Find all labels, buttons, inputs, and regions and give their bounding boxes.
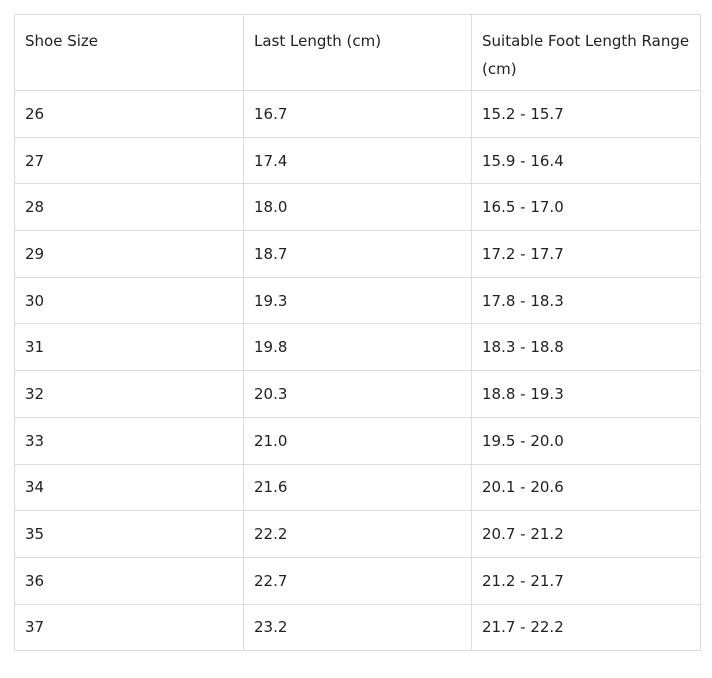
header-foot-length-range: Suitable Foot Length Range (cm): [471, 14, 701, 91]
cell-shoe-size: 28: [14, 183, 244, 232]
table-row: 32 20.3 18.8 - 19.3: [14, 370, 701, 418]
cell-foot-length-range: 17.8 - 18.3: [471, 276, 701, 325]
cell-shoe-size: 30: [14, 276, 244, 325]
cell-foot-length-range: 18.8 - 19.3: [471, 370, 701, 418]
cell-foot-length-range: 20.1 - 20.6: [471, 463, 701, 512]
table-row: 36 22.7 21.2 - 21.7: [14, 556, 701, 605]
table-row: 33 21.0 19.5 - 20.0: [14, 416, 701, 465]
cell-last-length: 22.7: [243, 556, 472, 605]
cell-foot-length-range: 21.2 - 21.7: [471, 556, 701, 605]
cell-last-length: 16.7: [243, 90, 472, 138]
cell-foot-length-range: 20.7 - 21.2: [471, 510, 701, 558]
header-shoe-size: Shoe Size: [14, 14, 244, 91]
table-row: 26 16.7 15.2 - 15.7: [14, 90, 701, 138]
cell-shoe-size: 36: [14, 556, 244, 605]
cell-last-length: 18.0: [243, 183, 472, 232]
shoe-size-table: Shoe Size Last Length (cm) Suitable Foot…: [14, 14, 701, 652]
cell-shoe-size: 31: [14, 323, 244, 372]
cell-shoe-size: 33: [14, 416, 244, 465]
cell-foot-length-range: 18.3 - 18.8: [471, 323, 701, 372]
cell-last-length: 19.3: [243, 276, 472, 325]
cell-foot-length-range: 19.5 - 20.0: [471, 416, 701, 465]
cell-foot-length-range: 16.5 - 17.0: [471, 183, 701, 232]
table-row: 34 21.6 20.1 - 20.6: [14, 463, 701, 512]
cell-last-length: 17.4: [243, 136, 472, 185]
table-row: 28 18.0 16.5 - 17.0: [14, 183, 701, 232]
cell-foot-length-range: 15.2 - 15.7: [471, 90, 701, 138]
cell-last-length: 21.0: [243, 416, 472, 465]
table-row: 30 19.3 17.8 - 18.3: [14, 276, 701, 325]
cell-shoe-size: 34: [14, 463, 244, 512]
table-row: 37 23.2 21.7 - 22.2: [14, 603, 701, 652]
cell-foot-length-range: 17.2 - 17.7: [471, 230, 701, 278]
cell-last-length: 20.3: [243, 370, 472, 418]
cell-shoe-size: 32: [14, 370, 244, 418]
cell-foot-length-range: 15.9 - 16.4: [471, 136, 701, 185]
cell-foot-length-range: 21.7 - 22.2: [471, 603, 701, 652]
cell-shoe-size: 27: [14, 136, 244, 185]
table-row: 27 17.4 15.9 - 16.4: [14, 136, 701, 185]
header-last-length: Last Length (cm): [243, 14, 472, 91]
header-row: Shoe Size Last Length (cm) Suitable Foot…: [14, 14, 701, 91]
cell-last-length: 21.6: [243, 463, 472, 512]
cell-shoe-size: 35: [14, 510, 244, 558]
cell-last-length: 18.7: [243, 230, 472, 278]
cell-shoe-size: 37: [14, 603, 244, 652]
cell-last-length: 22.2: [243, 510, 472, 558]
table-row: 31 19.8 18.3 - 18.8: [14, 323, 701, 372]
cell-shoe-size: 26: [14, 90, 244, 138]
cell-shoe-size: 29: [14, 230, 244, 278]
table-row: 35 22.2 20.7 - 21.2: [14, 510, 701, 558]
cell-last-length: 19.8: [243, 323, 472, 372]
table-row: 29 18.7 17.2 - 17.7: [14, 230, 701, 278]
cell-last-length: 23.2: [243, 603, 472, 652]
